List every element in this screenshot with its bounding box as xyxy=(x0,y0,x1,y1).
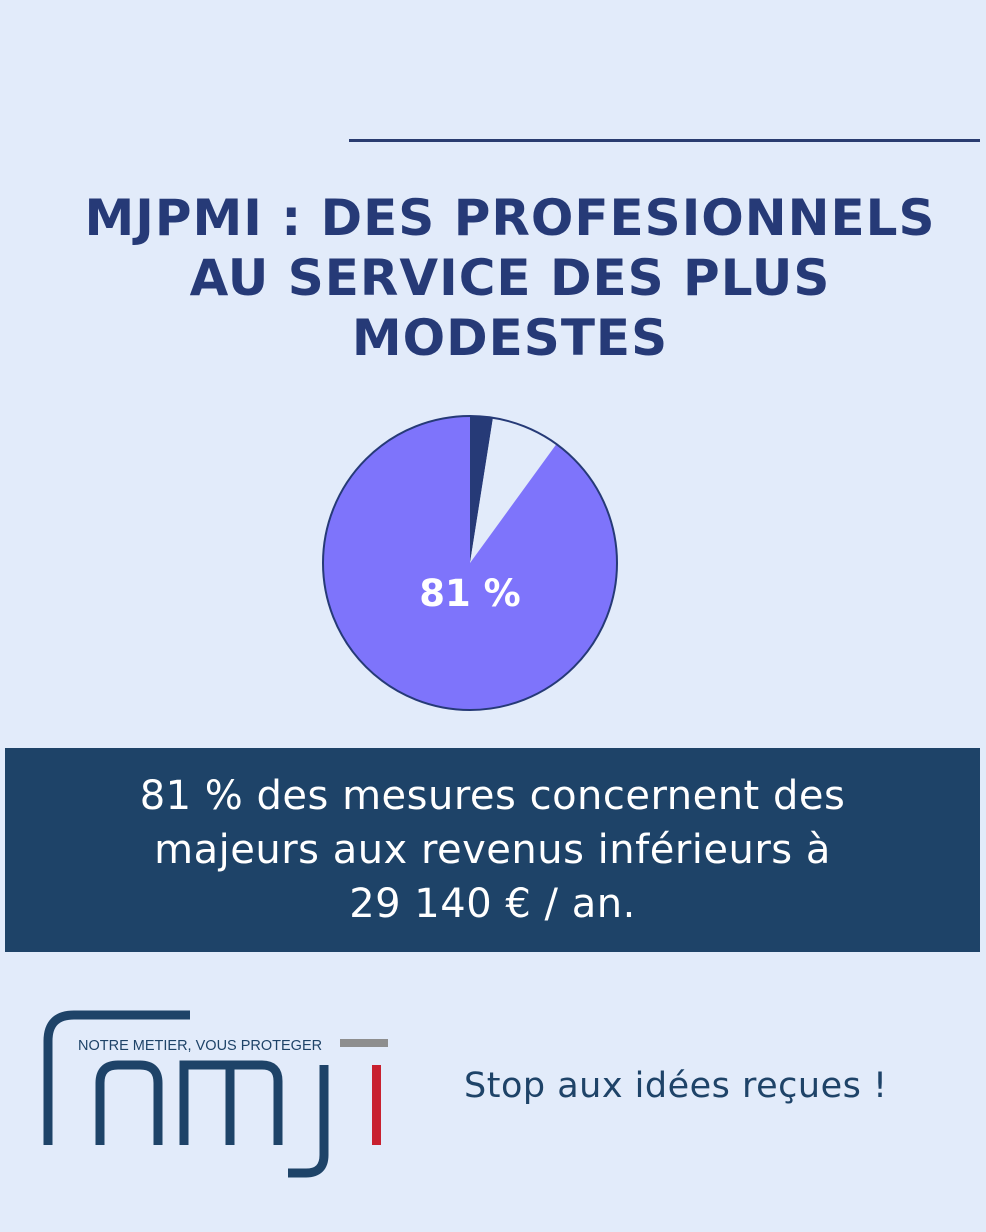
title-line-3: MODESTES xyxy=(351,309,669,367)
banner-line-2: majeurs aux revenus inférieurs à xyxy=(154,827,831,873)
pie-data-label: 81 % xyxy=(419,572,520,615)
slogan: Stop aux idées reçues ! xyxy=(464,1066,888,1106)
banner-line-1: 81 % des mesures concernent des xyxy=(139,773,846,819)
fnmji-logo: NOTRE METIER, VOUS PROTEGER xyxy=(43,1010,388,1178)
logo-letter-j xyxy=(288,1065,329,1178)
pie-slice-3 xyxy=(323,416,617,710)
banner-line-3: 29 140 € / an. xyxy=(349,881,636,927)
info-banner: 81 % des mesures concernent des majeurs … xyxy=(5,748,980,952)
pie-slices xyxy=(322,415,618,711)
page-title: MJPMI : DES PROFESIONNELS AU SERVICE DES… xyxy=(40,188,980,368)
pie-outline xyxy=(322,415,618,711)
logo-tagline-bar xyxy=(340,1039,388,1047)
logo-tagline: NOTRE METIER, VOUS PROTEGER xyxy=(78,1038,322,1054)
title-line-2: AU SERVICE DES PLUS xyxy=(189,249,831,307)
logo-letter-f xyxy=(43,1010,190,1145)
logo-letter-i xyxy=(372,1065,381,1145)
logo-letter-n xyxy=(95,1060,163,1145)
logo-letter-m xyxy=(179,1060,283,1145)
top-rule xyxy=(349,139,980,142)
pie-slice-1 xyxy=(470,416,493,563)
pie-slice-2 xyxy=(470,417,557,563)
title-line-1: MJPMI : DES PROFESIONNELS xyxy=(84,189,936,247)
banner-text: 81 % des mesures concernent des majeurs … xyxy=(140,769,846,931)
